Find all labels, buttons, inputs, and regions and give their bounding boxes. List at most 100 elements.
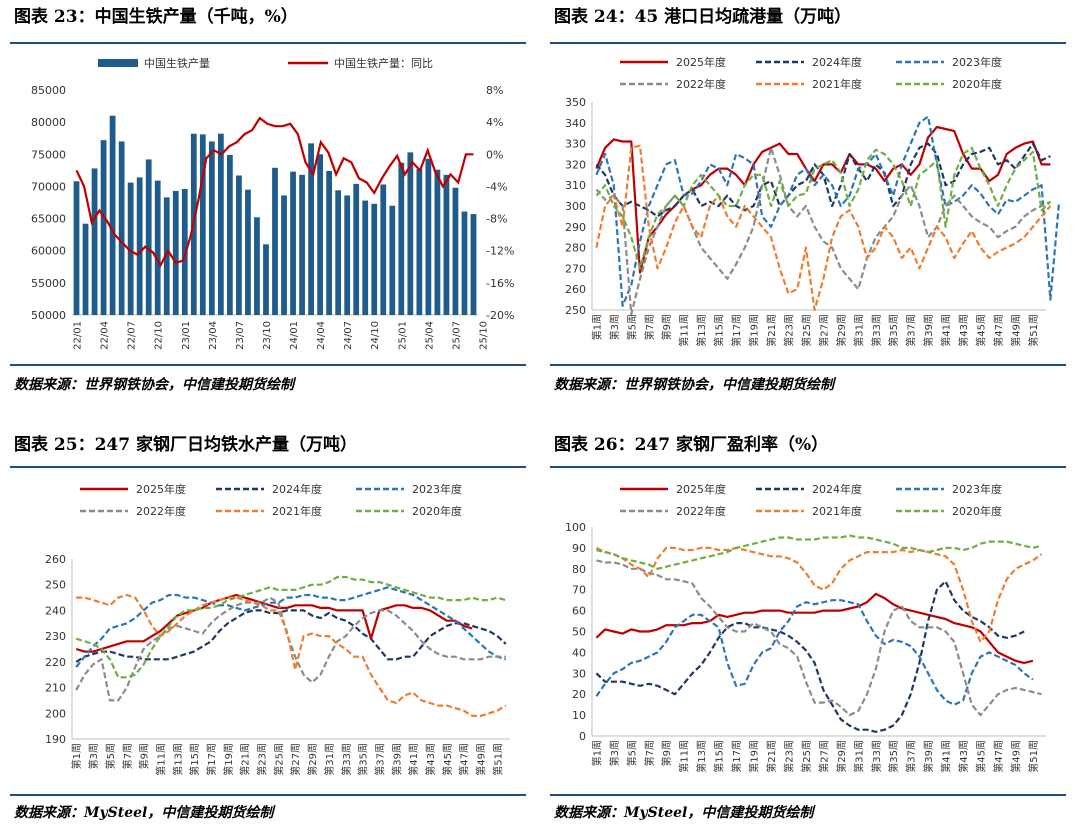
y-tick-label: 320 <box>565 158 586 171</box>
bar <box>73 181 80 315</box>
x-tick-label: 第19周 <box>222 743 235 776</box>
y-right-tick-label: -20% <box>486 309 514 322</box>
chart-port-dispatch: 250260270280290300310320330340350第1周 第3周第… <box>565 55 1061 347</box>
x-tick-label: 第21周 <box>239 743 252 776</box>
y-left-tick-label: 50000 <box>31 309 66 322</box>
series-line-y2023 <box>595 599 1034 706</box>
series-line-y2021 <box>76 593 507 717</box>
bar <box>371 203 378 315</box>
x-tick-label: 23/07 <box>235 321 246 350</box>
x-tick-label: 第25周 <box>800 740 813 773</box>
x-tick-label: 第13周 <box>171 743 184 776</box>
legend-label: 2021年度 <box>272 504 322 518</box>
y-tick-label: 100 <box>565 521 586 534</box>
x-tick-label: 22/04 <box>100 321 111 350</box>
legend-swatch-bar <box>98 59 138 67</box>
x-tick-label: 第41周 <box>940 314 953 347</box>
x-tick-label: 第43周 <box>424 743 437 776</box>
source-rule <box>550 364 1066 366</box>
data-source: 数据来源：世界钢铁协会，中信建投期货绘制 <box>14 377 294 393</box>
bar <box>91 168 98 315</box>
bar <box>470 214 477 315</box>
series-line-y2025 <box>595 125 1051 274</box>
legend-label: 2024年度 <box>272 482 322 496</box>
legend-label: 2025年度 <box>676 482 726 496</box>
bar <box>416 169 423 315</box>
y-tick-label: 230 <box>45 630 66 643</box>
x-tick-label: 第29周 <box>835 314 848 347</box>
title-rule <box>10 42 526 44</box>
bar <box>109 115 116 315</box>
bar <box>452 187 459 315</box>
x-tick-label: 第13周 <box>695 314 708 347</box>
series-line-y2025 <box>595 592 1034 664</box>
data-source: 数据来源：世界钢铁协会，中信建投期货绘制 <box>554 377 834 393</box>
x-tick-label: 第47周 <box>992 314 1005 347</box>
y-left-tick-label: 75000 <box>31 148 66 161</box>
x-tick-label: 第11周 <box>678 740 691 773</box>
y-tick-label: 90 <box>572 542 586 555</box>
y-right-tick-label: -12% <box>486 245 514 258</box>
bar <box>272 167 278 315</box>
y-tick-label: 20 <box>572 688 586 701</box>
x-tick-label: 第19周 <box>748 740 761 773</box>
legend-label: 2020年度 <box>412 504 462 518</box>
series-line-y2024 <box>595 580 1025 733</box>
x-tick-label: 第49周 <box>475 743 488 776</box>
x-tick-label: 第35周 <box>887 314 900 347</box>
y-left-tick-label: 80000 <box>31 116 66 129</box>
x-tick-label: 第15周 <box>713 740 726 773</box>
legend-label: 2025年度 <box>676 55 726 69</box>
y-tick-label: 50 <box>572 626 586 639</box>
legend-label: 2021年度 <box>812 77 862 91</box>
bar <box>389 205 396 315</box>
y-tick-label: 190 <box>45 733 66 746</box>
bar <box>163 197 170 315</box>
x-tick-label: 第41周 <box>940 740 953 773</box>
series-line-y2023 <box>75 586 507 668</box>
y-tick-label: 210 <box>45 682 66 695</box>
chart-pig-iron: 50000 55000 60000 65000 70000 75000 80000 85000… <box>31 56 514 350</box>
series-line-y2022 <box>596 559 1042 717</box>
series-line-y2024 <box>595 142 1051 218</box>
y-right-tick-label: -16% <box>486 277 514 290</box>
x-tick-label: 第1周 <box>590 314 603 340</box>
x-tick-label: 第1周 <box>590 740 603 766</box>
x-tick-label: 第9周 <box>138 743 151 769</box>
x-tick-label: 22/07 <box>127 321 138 350</box>
x-tick-label: 第25周 <box>272 743 285 776</box>
x-tick-label: 第45周 <box>975 740 988 773</box>
series-line-y2020 <box>75 575 507 679</box>
x-tick-label: 24/07 <box>343 321 354 350</box>
bar <box>398 162 405 315</box>
bar <box>236 175 242 315</box>
x-tick-label: 第33周 <box>870 314 883 347</box>
x-tick-label: 第51周 <box>1027 314 1040 347</box>
x-tick-label: 第21周 <box>765 740 778 773</box>
x-tick-label: 第35周 <box>887 740 900 773</box>
chart-hot-metal: 190200210220230240250260第1周 第3周 第5周 第7周 第9周第… <box>45 482 510 776</box>
bar <box>118 141 125 315</box>
x-tick-label: 24/10 <box>370 321 381 350</box>
x-tick-label: 23/04 <box>208 321 219 350</box>
x-tick-label: 第19周 <box>748 314 761 347</box>
x-tick-label: 第35周 <box>357 743 370 776</box>
bar <box>380 184 387 315</box>
x-tick-label: 第5周 <box>625 314 638 340</box>
y-tick-label: 40 <box>572 646 586 659</box>
legend-label: 2024年度 <box>812 482 862 496</box>
x-tick-label: 23/01 <box>181 321 192 350</box>
legend-label: 2025年度 <box>136 482 186 496</box>
bar <box>217 133 224 315</box>
y-right-tick-label: 4% <box>486 116 503 129</box>
bar <box>425 158 432 315</box>
panel-pig-iron-output: 图表 23：中国生铁产量（千吨，%） 50000 55000 60000 65000 7… <box>0 2 526 402</box>
data-source: 数据来源：MySteel，中信建投期货绘制 <box>14 805 274 821</box>
x-tick-label: 第23周 <box>782 314 795 347</box>
x-tick-label: 第3周 <box>87 743 100 769</box>
x-tick-label: 第9周 <box>660 314 673 340</box>
y-tick-label: 80 <box>572 563 586 576</box>
series-line-y2025 <box>75 593 473 653</box>
x-tick-label: 24/01 <box>289 321 300 350</box>
bar <box>308 143 314 315</box>
